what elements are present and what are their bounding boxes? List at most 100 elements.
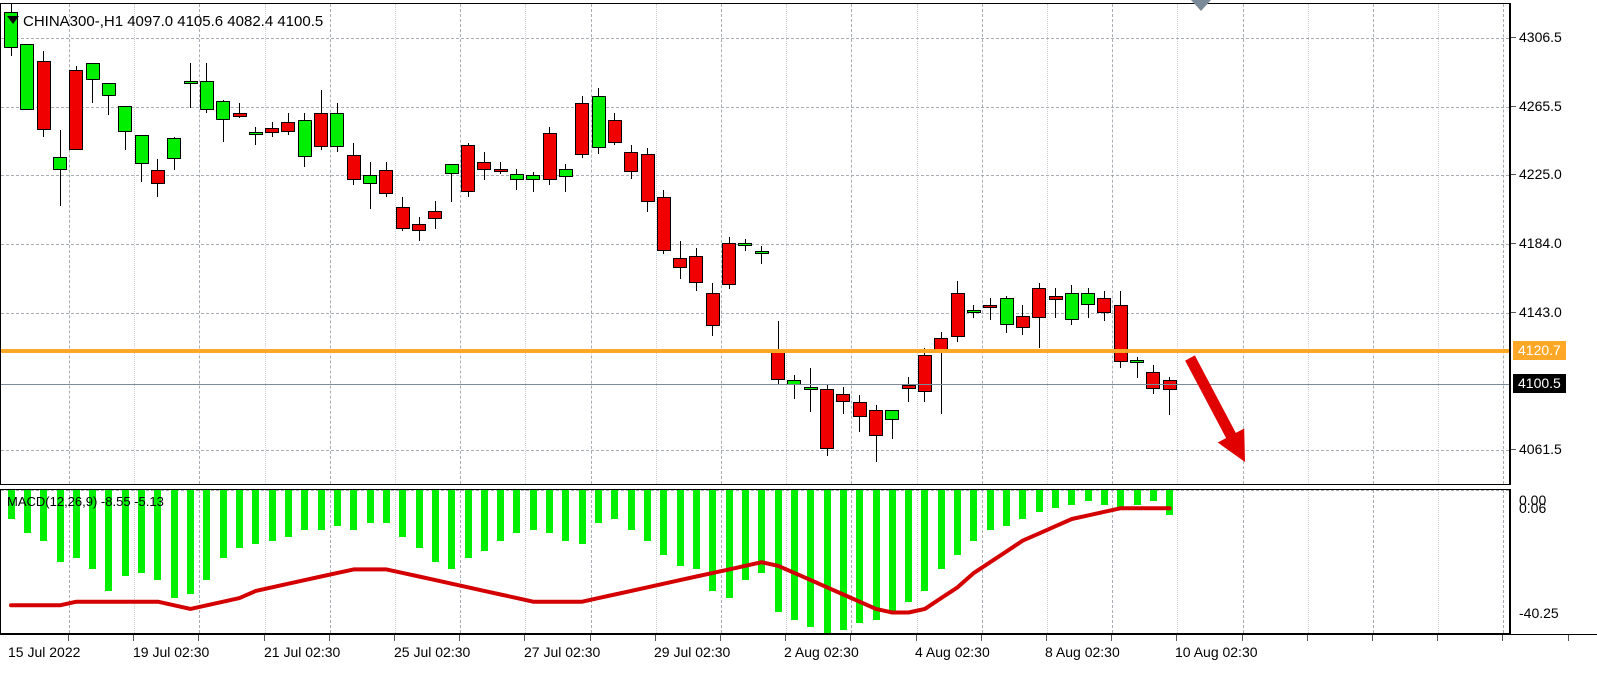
candlestick[interactable]: [248, 4, 263, 484]
macd-histogram-bar: [268, 490, 276, 541]
candlestick[interactable]: [150, 4, 165, 484]
candle-body: [689, 255, 704, 283]
candlestick[interactable]: [787, 4, 802, 484]
candlestick[interactable]: [836, 4, 851, 484]
candlestick[interactable]: [1097, 4, 1112, 484]
candlestick[interactable]: [1048, 4, 1063, 484]
candlestick[interactable]: [85, 4, 100, 484]
candlestick[interactable]: [412, 4, 426, 484]
macd-histogram-bar: [448, 490, 456, 570]
horizontal-level-line[interactable]: [1, 348, 1509, 353]
candlestick[interactable]: [771, 4, 785, 484]
time-tick: [785, 635, 787, 641]
candlestick[interactable]: [69, 4, 84, 484]
candle-wick: [1136, 356, 1138, 379]
candlestick[interactable]: [738, 4, 753, 484]
candlestick[interactable]: [428, 4, 443, 484]
candlestick[interactable]: [1162, 4, 1177, 484]
macd-histogram-bar: [154, 490, 162, 581]
candle-body: [1064, 292, 1079, 320]
candlestick[interactable]: [1032, 4, 1047, 484]
candlestick[interactable]: [101, 4, 116, 484]
macd-histogram-bar: [138, 490, 146, 573]
candlestick[interactable]: [1113, 4, 1128, 484]
candlestick[interactable]: [395, 4, 410, 484]
candlestick[interactable]: [216, 4, 231, 484]
candlestick[interactable]: [118, 4, 133, 484]
macd-histogram-bar: [23, 490, 31, 534]
candlestick[interactable]: [36, 4, 51, 484]
candlestick[interactable]: [934, 4, 949, 484]
candlestick[interactable]: [1146, 4, 1161, 484]
triangle-down-icon[interactable]: [7, 16, 19, 24]
candlestick[interactable]: [999, 4, 1014, 484]
candlestick[interactable]: [509, 4, 524, 484]
vertical-gridline: [329, 4, 331, 484]
price-plot-area[interactable]: [1, 4, 1509, 484]
candlestick[interactable]: [656, 4, 671, 484]
candlestick[interactable]: [363, 4, 377, 484]
candlestick[interactable]: [575, 4, 590, 484]
level-price-tag[interactable]: 4120.7: [1513, 340, 1566, 360]
candlestick[interactable]: [477, 4, 492, 484]
candlestick[interactable]: [885, 4, 900, 484]
candlestick[interactable]: [379, 4, 394, 484]
macd-plot-area[interactable]: [1, 490, 1509, 633]
candlestick[interactable]: [607, 4, 622, 484]
candlestick[interactable]: [624, 4, 639, 484]
candlestick[interactable]: [689, 4, 704, 484]
candlestick[interactable]: [966, 4, 981, 484]
candlestick[interactable]: [705, 4, 720, 484]
macd-axis[interactable]: 0.00 0.06 -40.25: [1510, 489, 1597, 634]
candlestick[interactable]: [754, 4, 769, 484]
candlestick[interactable]: [869, 4, 883, 484]
candlestick[interactable]: [983, 4, 998, 484]
candlestick[interactable]: [20, 4, 35, 484]
candlestick[interactable]: [444, 4, 459, 484]
candlestick[interactable]: [53, 4, 67, 484]
candlestick[interactable]: [1015, 4, 1030, 484]
candlestick[interactable]: [803, 4, 818, 484]
candle-body: [248, 131, 263, 135]
candlestick[interactable]: [4, 4, 18, 484]
candlestick[interactable]: [330, 4, 345, 484]
price-chart-pane[interactable]: CHINA300-,H1 4097.0 4105.6 4082.4 4100.5: [0, 3, 1510, 485]
macd-histogram-bar: [203, 490, 211, 581]
candlestick[interactable]: [461, 4, 475, 484]
candlestick[interactable]: [199, 4, 214, 484]
candlestick[interactable]: [542, 4, 557, 484]
price-axis[interactable]: 4306.5 4265.5 4225.0 4184.0 4143.0 4061.5 4120…: [1510, 3, 1597, 485]
candlestick[interactable]: [346, 4, 361, 484]
candlestick[interactable]: [950, 4, 965, 484]
candlestick[interactable]: [265, 4, 280, 484]
candlestick[interactable]: [526, 4, 541, 484]
macd-histogram-bar: [1035, 490, 1043, 512]
candlestick[interactable]: [852, 4, 867, 484]
candlestick[interactable]: [820, 4, 834, 484]
candlestick[interactable]: [232, 4, 247, 484]
time-axis[interactable]: 15 Jul 2022 19 Jul 02:30 21 Jul 02:30 25 Ju…: [0, 634, 1597, 675]
candlestick[interactable]: [901, 4, 916, 484]
candlestick[interactable]: [281, 4, 296, 484]
candlestick[interactable]: [1130, 4, 1145, 484]
candlestick[interactable]: [297, 4, 312, 484]
candlestick[interactable]: [134, 4, 149, 484]
candlestick[interactable]: [493, 4, 508, 484]
candlestick[interactable]: [673, 4, 688, 484]
candlestick[interactable]: [1064, 4, 1079, 484]
chart-object-marker[interactable]: [1191, 0, 1211, 11]
candlestick[interactable]: [183, 4, 198, 484]
price-tick: [1511, 106, 1516, 108]
candlestick[interactable]: [314, 4, 329, 484]
candlestick[interactable]: [591, 4, 606, 484]
candlestick[interactable]: [167, 4, 182, 484]
macd-pane[interactable]: MACD(12,26,9) -8.55 -5.13: [0, 489, 1510, 634]
candle-body: [705, 292, 720, 327]
vertical-gridline: [786, 4, 788, 484]
candlestick[interactable]: [917, 4, 932, 484]
candlestick[interactable]: [1081, 4, 1096, 484]
candlestick[interactable]: [722, 4, 737, 484]
vertical-gridline: [1112, 490, 1114, 633]
candlestick[interactable]: [558, 4, 573, 484]
candlestick[interactable]: [640, 4, 655, 484]
